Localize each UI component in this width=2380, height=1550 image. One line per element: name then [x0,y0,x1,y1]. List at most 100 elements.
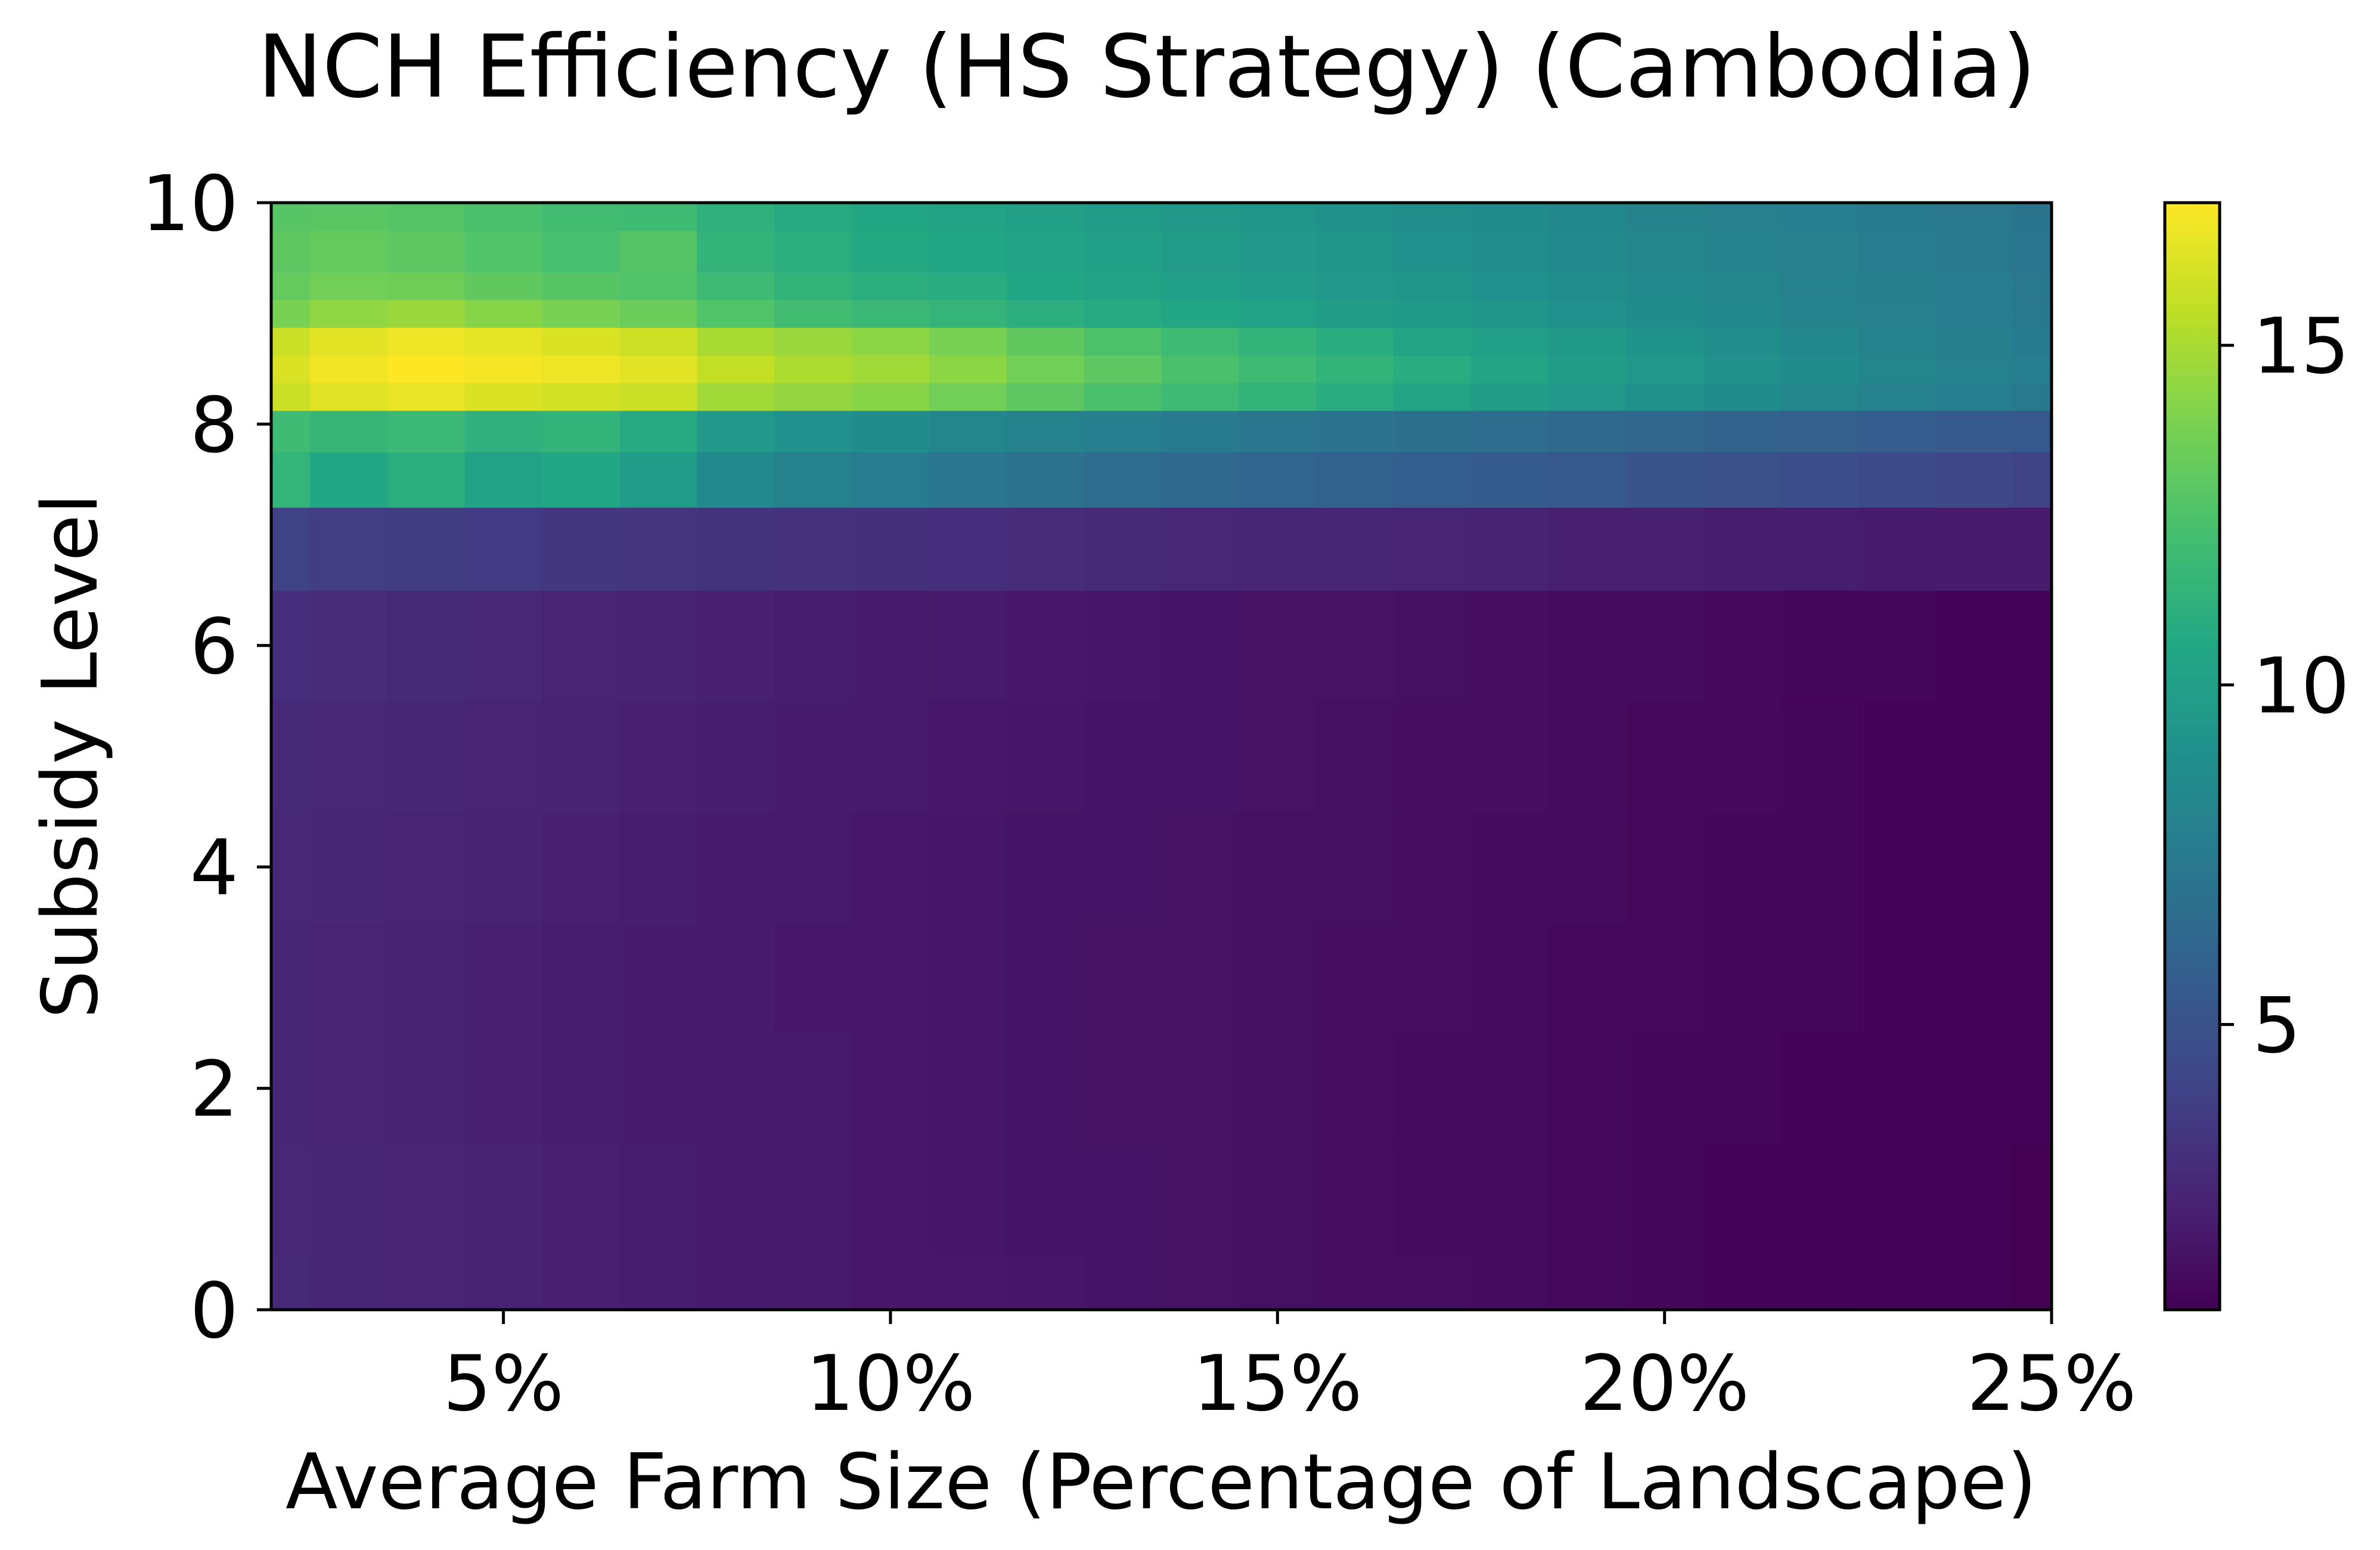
heatmap-cell [1625,355,1704,383]
heatmap-cell [464,410,543,452]
heatmap-cell [619,410,698,452]
heatmap-cell [774,327,853,356]
heatmap-cell [1316,811,1395,923]
heatmap-cell [387,1033,466,1145]
heatmap-cell [1394,1143,1472,1256]
heatmap-cell [387,299,466,328]
heatmap-cell [619,1254,698,1310]
heatmap-cell [1394,700,1472,813]
heatmap-cell [1780,355,1859,383]
heatmap-cell [774,355,853,383]
heatmap-cell [697,299,775,328]
heatmap-cell [271,451,311,508]
heatmap-cell [464,299,543,328]
heatmap-cell [464,203,543,231]
heatmap-cell [1084,811,1162,923]
heatmap-cell [1935,1143,2014,1256]
heatmap-cell [1006,230,1085,273]
x-axis-label: Average Farm Size (Percentage of Landsca… [286,1438,2037,1527]
heatmap-cell [852,410,930,452]
heatmap-cell [1084,1254,1162,1310]
heatmap-cell [542,382,620,411]
heatmap-cell [619,700,698,813]
heatmap-cell [1239,700,1317,813]
heatmap-cell [1470,382,1549,411]
heatmap-cell [387,1143,466,1256]
heatmap-cell [1625,299,1704,328]
heatmap-cell [1161,1143,1240,1256]
heatmap-cell [542,451,620,508]
heatmap-cell [1935,1033,2014,1145]
heatmap-cell [697,410,775,452]
heatmap-cell [852,299,930,328]
heatmap-cell [1548,811,1627,923]
heatmap-cell [1006,507,1085,591]
heatmap-cell [1084,1143,1162,1256]
heatmap-cell [1548,272,1627,300]
heatmap-cell [1935,1254,2014,1310]
heatmap-cell [1703,410,1782,452]
heatmap-cell [1394,272,1472,300]
heatmap-cell [619,299,698,328]
heatmap-cell [1239,451,1317,508]
heatmap-cell [1858,590,1937,702]
heatmap-cell [1703,811,1782,923]
heatmap-cell [619,382,698,411]
heatmap-cell [1935,327,2014,356]
heatmap-cell [1161,327,1240,356]
heatmap-cell [1084,230,1162,273]
heatmap-cell [1470,203,1549,231]
heatmap-cell [464,1254,543,1310]
heatmap-cell [774,299,853,328]
heatmap-cell [271,507,311,591]
heatmap-cell [1316,230,1395,273]
heatmap-cell [1316,299,1395,328]
heatmap-cell [1858,1254,1937,1310]
heatmap-cell [271,922,311,1034]
heatmap-cell [1935,203,2014,231]
heatmap-cell [1548,382,1627,411]
heatmap-cell [1239,1143,1317,1256]
heatmap-cell [1703,355,1782,383]
heatmap-cell [464,382,543,411]
heatmap-cell [2013,700,2052,813]
heatmap-cell [619,590,698,702]
heatmap-cell [1084,203,1162,231]
heatmap-cell [1006,451,1085,508]
heatmap-cell [1084,922,1162,1034]
heatmap-cell [2013,1033,2052,1145]
heatmap-cell [387,1254,466,1310]
heatmap-cell [929,811,1007,923]
heatmap-cell [1161,590,1240,702]
heatmap-cell [1394,1033,1472,1145]
heatmap-cell [1006,1033,1085,1145]
heatmap-cell [1625,410,1704,452]
heatmap-cell [1239,203,1317,231]
heatmap-cell [1316,382,1395,411]
heatmap-cell [1084,299,1162,328]
heatmap-cell [1935,382,2014,411]
heatmap-cell [464,590,543,702]
heatmap-cell [1470,811,1549,923]
heatmap-cell [1858,272,1937,300]
heatmap-cell [1858,299,1937,328]
heatmap-cell [1858,410,1937,452]
heatmap-cell [1470,299,1549,328]
heatmap-cell [271,327,311,356]
heatmap-cell [1394,590,1472,702]
heatmap-cell [271,203,311,231]
heatmap-cell [929,507,1007,591]
heatmap-cell [309,230,388,273]
chart-title: NCH Efficiency (HS Strategy) (Cambodia) [257,17,2035,117]
heatmap-cell [1703,327,1782,356]
heatmap-cell [1470,922,1549,1034]
heatmap-cell [929,410,1007,452]
heatmap-cell [1006,700,1085,813]
heatmap-cell [1780,299,1859,328]
heatmap-cell [1316,1254,1395,1310]
heatmap-cell [1161,382,1240,411]
heatmap-cell [271,355,311,383]
heatmap-cell [1625,451,1704,508]
heatmap-cell [852,327,930,356]
y-axis-ticks: 0 2 4 6 8 10 [141,160,271,1356]
